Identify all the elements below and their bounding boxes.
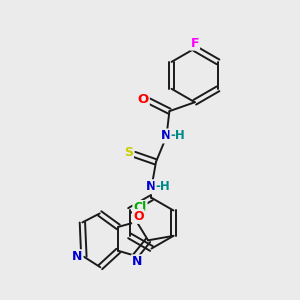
Text: N: N [146, 180, 157, 193]
Text: S: S [124, 146, 133, 160]
Text: O: O [133, 210, 144, 223]
Text: N: N [161, 130, 172, 142]
Text: F: F [190, 37, 199, 50]
Text: -H: -H [155, 180, 170, 193]
Text: Cl: Cl [133, 201, 147, 214]
Text: N: N [132, 255, 142, 268]
Text: N: N [72, 250, 83, 263]
Text: O: O [137, 93, 149, 106]
Text: -H: -H [170, 130, 185, 142]
